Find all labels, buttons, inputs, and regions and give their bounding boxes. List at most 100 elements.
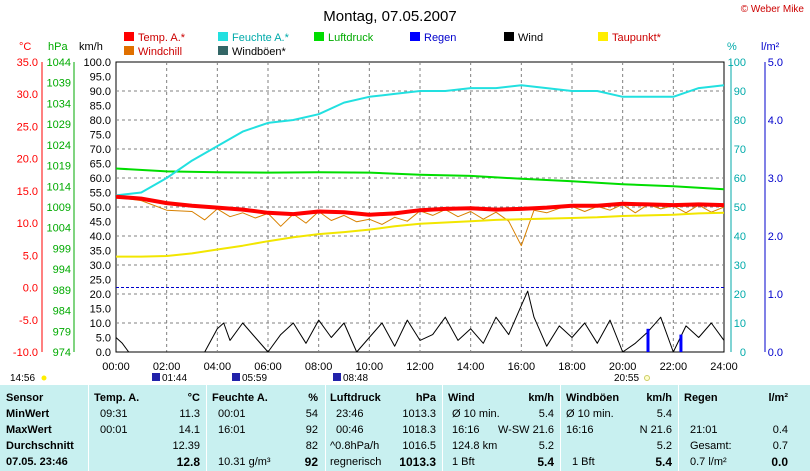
pressure-value: 1018.3 <box>402 424 436 436</box>
legend-swatch <box>598 32 608 41</box>
temp-tick-label: 30.0 <box>17 89 38 101</box>
pressure-tick-label: 974 <box>53 347 71 359</box>
humidity-tick-label: 0 <box>740 347 746 359</box>
wind-tick-label: 70.0 <box>90 144 111 156</box>
pressure-value: 1013.3 <box>402 408 436 420</box>
rain-info: 0.7 l/m² <box>690 456 727 468</box>
legend-swatch <box>124 46 134 55</box>
rain-value: 0.4 <box>772 424 788 436</box>
humidity-tick-label: 10 <box>734 318 746 330</box>
row-label: MaxWert <box>6 424 52 436</box>
wind-value: 5.2 <box>538 440 554 452</box>
chart-title: Montag, 07.05.2007 <box>323 8 456 25</box>
wind-axis-unit: km/h <box>79 41 103 53</box>
table-divider <box>560 385 561 471</box>
wind-value: 5.4 <box>538 408 554 420</box>
header-rain: Regen <box>684 392 718 404</box>
wind-tick-label: 90.0 <box>90 86 111 98</box>
rain-tick-label: 1.0 <box>768 289 783 301</box>
pressure-axis-unit: hPa <box>48 41 68 53</box>
pressure-tick-label: 994 <box>53 264 71 276</box>
humidity-time: 00:01 <box>218 408 246 420</box>
row-label: Durchschnitt <box>6 440 74 452</box>
weather-chart: Montag, 07.05.2007 Temp. A.* Feuchte A.* Lu… <box>10 8 783 384</box>
pressure-tick-label: 989 <box>53 285 71 297</box>
header-pressure-unit: hPa <box>415 392 436 404</box>
row-label: MinWert <box>6 408 50 420</box>
gust-value: 5.4 <box>656 408 672 420</box>
absolute-humidity: 10.31 g/m³ <box>218 456 271 468</box>
marker-moon-icon <box>644 375 650 381</box>
header-wind-unit: km/h <box>528 392 554 404</box>
x-tick-label: 10:00 <box>356 361 384 373</box>
series-line-dewpoint <box>116 211 725 258</box>
pressure-value: 1013.3 <box>399 455 436 469</box>
legend-label: Temp. A.* <box>138 32 186 44</box>
wind-tick-label: 85.0 <box>90 101 111 113</box>
rain-tick-label: 0.0 <box>768 347 783 359</box>
marker-icon <box>152 373 160 381</box>
series-line-temperature <box>115 194 725 217</box>
header-pressure: Luftdruck <box>330 392 381 404</box>
rain-value: 0.7 <box>772 440 788 452</box>
wind-tick-label: 35.0 <box>90 246 111 258</box>
table-divider <box>325 385 326 471</box>
pressure-tick-label: 1004 <box>47 223 71 235</box>
x-tick-label: 16:00 <box>508 361 536 373</box>
humidity-tick-label: 60 <box>734 173 746 185</box>
series-line-windchill <box>115 196 725 247</box>
temp-axis-unit: °C <box>19 41 31 53</box>
temp-tick-label: -5.0 <box>19 315 38 327</box>
gust-value: 5.4 <box>655 455 672 469</box>
pressure-tick-label: 1019 <box>47 161 71 173</box>
header-sensor: Sensor <box>6 392 44 404</box>
pressure-tick-label: 1029 <box>47 119 71 131</box>
legend-swatch <box>218 32 228 41</box>
temp-tick-label: 0.0 <box>23 283 38 295</box>
header-temp-unit: °C <box>187 392 200 404</box>
rain-axis-unit: l/m² <box>761 41 780 53</box>
pressure-trend: ^0.8hPa/h <box>330 440 380 452</box>
pressure-tick-label: 1039 <box>47 78 71 90</box>
marker-label: 20:55 <box>614 373 639 384</box>
temp-tick-label: 5.0 <box>23 250 38 262</box>
rain-info: 21:01 <box>690 424 718 436</box>
pressure-tick-label: 1024 <box>47 140 71 152</box>
pressure-tick-label: 984 <box>53 306 71 318</box>
legend-swatch <box>314 32 324 41</box>
legend-swatch <box>504 32 514 41</box>
x-tick-label: 08:00 <box>305 361 333 373</box>
header-temp: Temp. A. <box>94 392 140 404</box>
wind-tick-label: 80.0 <box>90 115 111 127</box>
humidity-time: 16:01 <box>218 424 246 436</box>
gust-info: 16:16 <box>566 424 594 436</box>
pressure-tick-label: 1009 <box>47 202 71 214</box>
wind-tick-label: 20.0 <box>90 289 111 301</box>
legend-label: Wind <box>518 32 543 44</box>
x-tick-label: 12:00 <box>406 361 434 373</box>
row-label: 07.05. 23:46 <box>6 456 68 468</box>
table-row: MinWert 09:31 11.3 00:01 54 23:46 1013.3… <box>0 407 810 422</box>
wind-direction: W-SW 21.6 <box>497 424 554 436</box>
x-tick-label: 24:00 <box>710 361 738 373</box>
humidity-value: 82 <box>305 440 318 452</box>
legend-label: Regen <box>424 32 456 44</box>
series-line-pressure <box>115 167 725 191</box>
wind-info: 124.8 km <box>452 440 498 452</box>
header-gust: Windböen <box>566 392 620 404</box>
humidity-value: 92 <box>305 424 318 436</box>
marker-label: 01:44 <box>162 373 187 384</box>
wind-tick-label: 15.0 <box>90 304 111 316</box>
pressure-tick-label: 1044 <box>47 57 71 69</box>
wind-tick-label: 30.0 <box>90 260 111 272</box>
wind-tick-label: 5.0 <box>96 333 111 345</box>
legend-label: Luftdruck <box>328 32 374 44</box>
gust-info: 1 Bft <box>572 456 595 468</box>
legend-swatch <box>410 32 420 41</box>
wind-tick-label: 55.0 <box>90 188 111 200</box>
rain-tick-label: 4.0 <box>768 115 783 127</box>
humidity-tick-label: 80 <box>734 115 746 127</box>
wind-info: 1 Bft <box>452 456 475 468</box>
humidity-tick-label: 50 <box>734 202 746 214</box>
temp-tick-label: 10.0 <box>17 218 38 230</box>
